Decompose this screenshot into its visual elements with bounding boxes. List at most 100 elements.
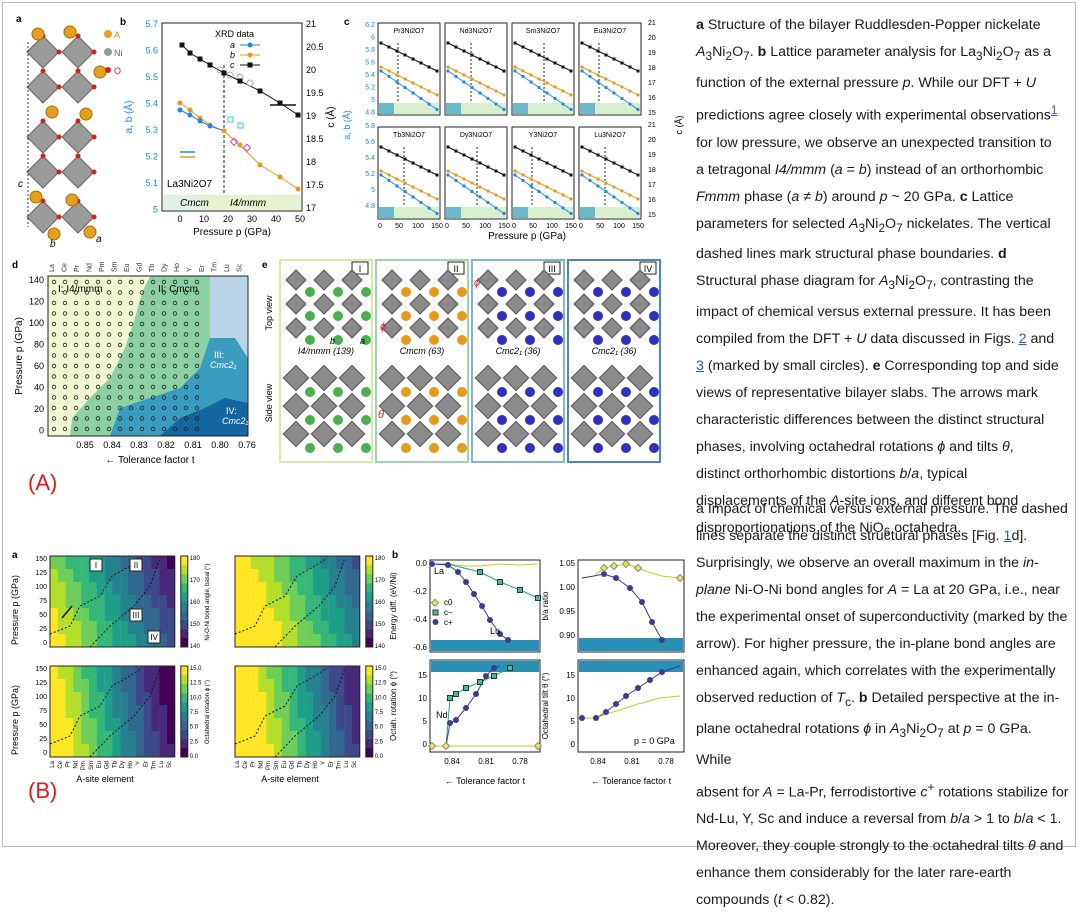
heatmap-cell <box>112 621 121 635</box>
heatmap-cell <box>104 634 113 648</box>
d-x-tick: 0.82 <box>157 440 175 450</box>
calc-point <box>194 332 200 337</box>
heatmap-cell <box>57 731 66 745</box>
colorbar-tick: 170 <box>375 578 386 584</box>
c-series-a <box>581 70 639 110</box>
calc-point <box>128 342 134 348</box>
calc-point <box>183 395 189 400</box>
heatmap-cell <box>120 634 129 648</box>
panel-b-lattice-chart: b Cmcm I4/mmm XRD data a b c La3Ni2O7 5.… <box>120 17 337 238</box>
heatmap-cell <box>242 608 251 622</box>
c-subplot-title: Tb3Ni2O7 <box>393 132 425 139</box>
heatmap-cell <box>258 556 267 570</box>
heatmap-cell <box>297 731 306 745</box>
heatmap-cell <box>159 569 168 583</box>
a-site-atom <box>593 443 603 453</box>
heatmap-cell <box>50 556 58 570</box>
c-y-left-tick: 5.2 <box>365 171 375 178</box>
calc-point <box>183 300 189 306</box>
colorbar-tick: 10.0 <box>375 695 387 701</box>
theta-ylabel: Octahedral tilt θ (°) <box>541 672 550 739</box>
side-view-label: Side view <box>264 383 274 422</box>
legend-box: XRD data a b c <box>215 29 260 70</box>
heatmap-cell <box>128 718 136 732</box>
b-point <box>470 77 474 81</box>
heatmap-cell <box>167 744 175 758</box>
a-site-atom <box>333 287 343 297</box>
a-site-atom <box>47 227 61 241</box>
calc-point <box>62 342 68 348</box>
region-II-label: II: Cmcm <box>158 284 198 295</box>
colorbar-segment <box>365 601 373 611</box>
c-point <box>580 41 584 45</box>
c-point <box>427 65 431 69</box>
ba-cplus-point <box>627 585 633 591</box>
bb-x-tick: 0.81 <box>478 757 494 766</box>
colorbar-tick: 10.0 <box>190 695 202 701</box>
colorbar-tick: 15.0 <box>375 666 387 672</box>
c-y-right-tick: 20 <box>648 137 656 144</box>
a-point <box>545 91 549 95</box>
heatmap-cell <box>57 634 66 648</box>
hm-x-tick: Dy <box>120 761 126 768</box>
b-point <box>553 85 557 89</box>
c-x-tick: 0 <box>512 223 516 230</box>
heatmap-cell <box>81 744 90 758</box>
heatmap-cell <box>297 692 306 706</box>
a-site-atom <box>457 415 467 425</box>
heatmap-cell <box>65 718 74 732</box>
heatmap-cell <box>320 556 329 570</box>
octahedron <box>26 200 60 234</box>
colorbar-frame <box>180 555 189 648</box>
d-ylabel: Pressure p (GPa) <box>14 317 25 395</box>
calc-point <box>183 405 189 411</box>
b-point <box>494 193 498 197</box>
c-point <box>462 49 466 53</box>
ba-c0-point <box>675 573 685 583</box>
calc-point <box>106 279 112 285</box>
octahedron <box>381 269 403 291</box>
octahedron-side <box>338 420 366 448</box>
octahedron-side <box>598 420 626 448</box>
heatmap-cell <box>313 718 321 732</box>
calc-point <box>73 384 79 390</box>
b-point <box>387 173 391 177</box>
panel-d-label: d <box>12 260 18 271</box>
colorbar-segment <box>180 592 188 602</box>
heatmap-cell <box>266 679 275 693</box>
a-site-atom <box>621 335 631 345</box>
calc-point <box>73 279 79 285</box>
panel-d-phase-diagram: d I: I4/mmm II: Cmcm III: Cmc2₁ IV: Cmc2… <box>12 260 256 466</box>
calc-point <box>128 279 134 285</box>
colorbar-segment <box>180 619 188 629</box>
heatmap-cell <box>344 718 353 732</box>
a-site-atom <box>553 311 563 321</box>
b-point <box>628 89 632 93</box>
heatmap-cell <box>250 679 259 693</box>
heatmap-cell <box>112 731 121 745</box>
theta-symbol: θ <box>378 409 384 421</box>
phi-cplus-point <box>483 673 489 679</box>
heatmap-cell <box>305 744 314 758</box>
colorbar-tick: 12.5 <box>190 681 202 687</box>
heatmap-cell <box>281 744 290 758</box>
heatmap-cell <box>305 692 314 706</box>
legend-a: a <box>230 40 235 50</box>
calc-point <box>139 321 145 327</box>
c-point <box>604 157 608 161</box>
b-point <box>462 73 466 77</box>
capA-line-15: phases, involving octahedral rotations ϕ… <box>696 439 1014 456</box>
heatmap-cell <box>250 621 259 635</box>
heatmap-cell <box>120 582 129 596</box>
heatmap-cell <box>73 556 82 570</box>
heatmap-cell <box>281 731 290 745</box>
heatmap-cell <box>266 608 275 622</box>
octahedron <box>381 317 403 339</box>
octahedron <box>26 155 60 189</box>
c-series-a <box>380 70 438 110</box>
c-x-tick: 100 <box>412 223 424 230</box>
theta-cplus-point <box>593 715 599 721</box>
calc-point <box>139 363 145 369</box>
colorbar-segment <box>365 565 373 575</box>
heatmap-cell <box>242 718 251 732</box>
